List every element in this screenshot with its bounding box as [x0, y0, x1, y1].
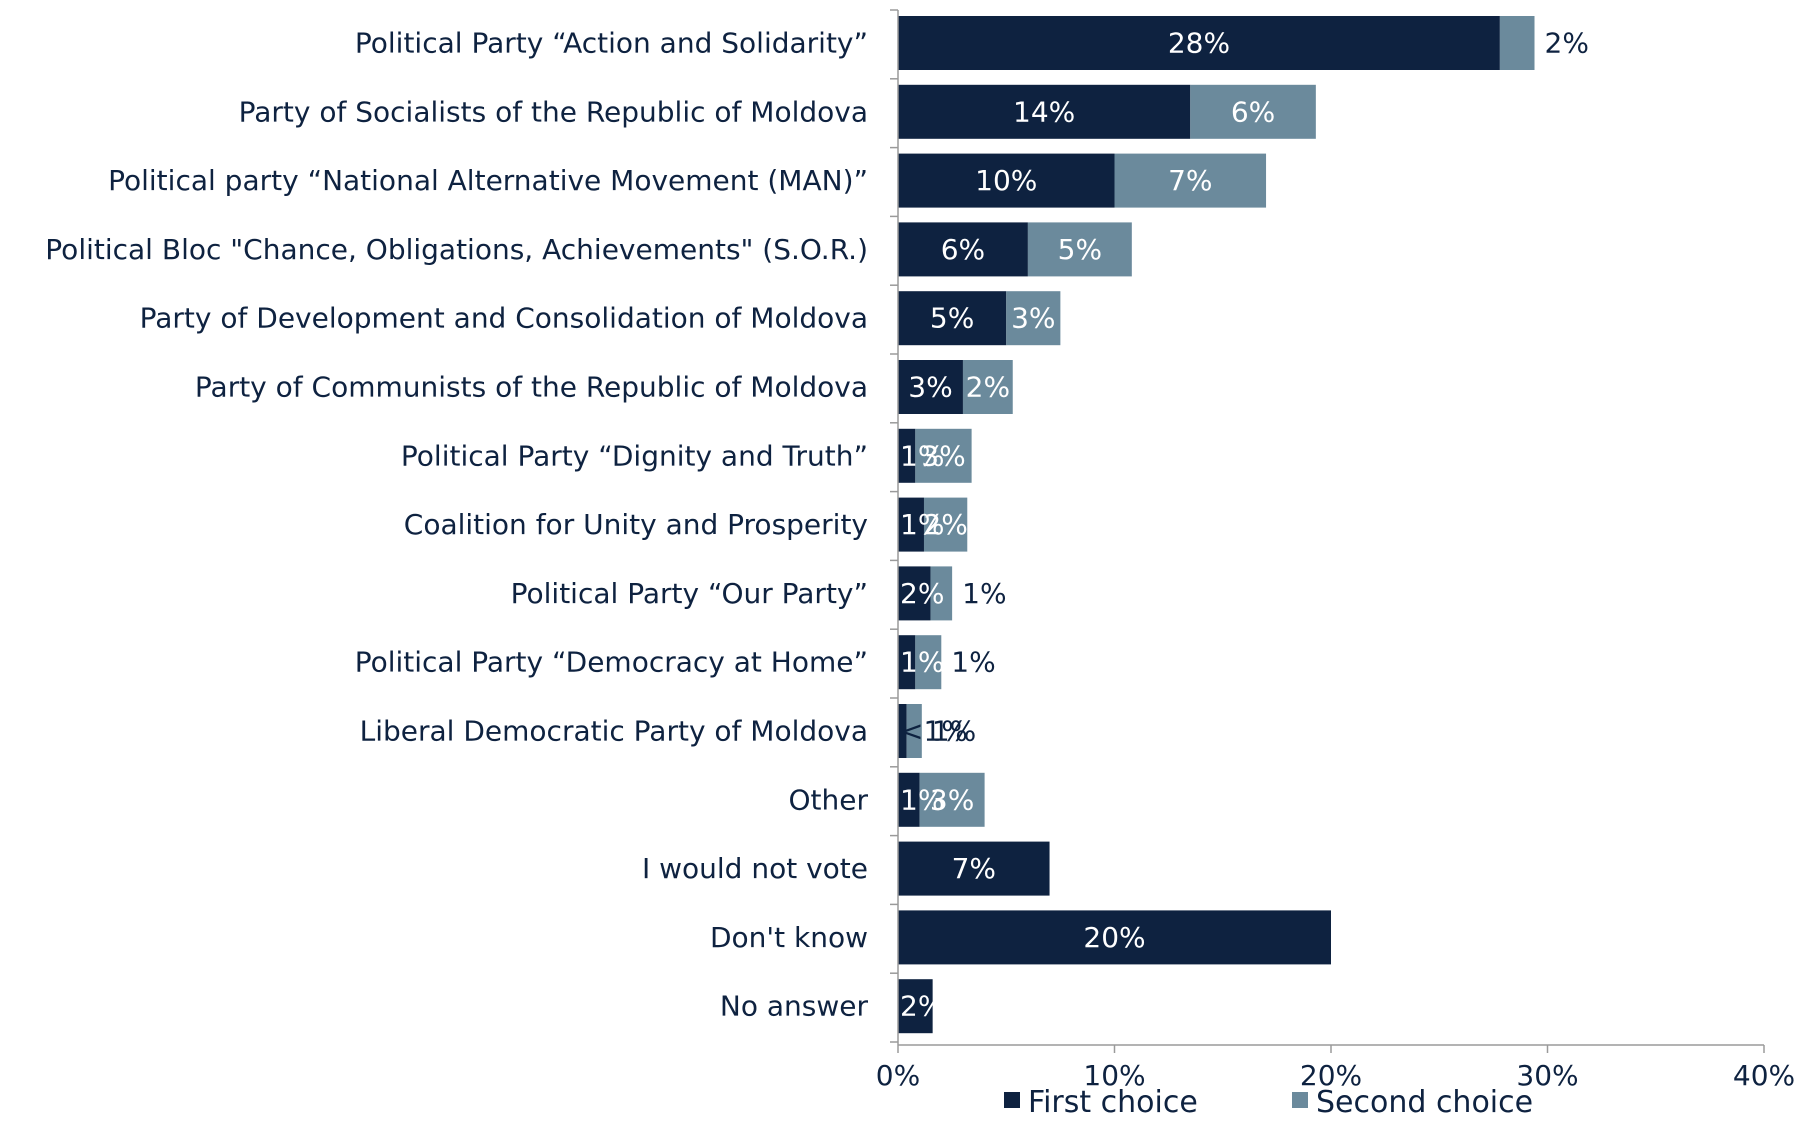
bar-second-choice: [915, 428, 972, 483]
bar-second-choice: [1190, 84, 1316, 139]
category-label: Party of Development and Consolidation o…: [140, 302, 868, 335]
category-label: Liberal Democratic Party of Moldova: [360, 715, 868, 748]
data-label-first-choice: 20%: [1083, 921, 1145, 954]
category-labels: Political Party “Action and Solidarity” P…: [45, 27, 868, 1023]
bar-first-choice: [898, 841, 1050, 896]
bar-first-choice: [898, 428, 916, 483]
legend: First choice Second choice: [1004, 1085, 1533, 1120]
category-label: Other: [788, 783, 868, 816]
category-label: Political Party “Our Party”: [511, 577, 868, 610]
bar-second-choice: [919, 772, 985, 827]
x-axis: 0% 10% 20% 30% 40%: [876, 9, 1794, 1092]
legend-swatch-first-choice: [1004, 1092, 1020, 1108]
data-label-first-choice: 28%: [1168, 27, 1230, 60]
bar-first-choice: [898, 291, 1007, 346]
data-label-second-choice: 3%: [1011, 302, 1055, 335]
data-label-second-choice: 1%: [932, 715, 976, 748]
data-label-first-choice: 1%: [900, 646, 944, 679]
bar-first-choice: [898, 153, 1115, 208]
legend-label-second-choice: Second choice: [1316, 1085, 1533, 1120]
x-tick-label: 10%: [1083, 1059, 1145, 1092]
bar-second-choice: [915, 635, 942, 690]
category-label: Don't know: [710, 921, 868, 954]
data-label-first-choice: 1%: [900, 508, 944, 541]
data-label-first-choice: 2%: [900, 577, 944, 610]
data-label-second-choice: 6%: [1231, 95, 1275, 128]
bar-first-choice: [898, 84, 1191, 139]
bar-second-choice: [1027, 222, 1132, 277]
category-label: Party of Communists of the Republic of M…: [195, 371, 868, 404]
data-label-second-choice: 1%: [951, 646, 995, 679]
bar-first-choice: [898, 497, 924, 552]
data-label-first-choice: 14%: [1013, 95, 1075, 128]
category-label: Political Party “Action and Solidarity”: [355, 27, 868, 60]
category-label: I would not vote: [642, 852, 868, 885]
data-label-second-choice: 2%: [966, 371, 1010, 404]
legend-swatch-second-choice: [1292, 1092, 1308, 1108]
data-label-second-choice: 2%: [923, 508, 967, 541]
data-label-first-choice: 3%: [908, 371, 952, 404]
category-label: Party of Socialists of the Republic of M…: [239, 95, 868, 128]
bar-first-choice: [898, 704, 907, 758]
data-label-first-choice: 5%: [930, 302, 974, 335]
data-label-first-choice: 1%: [900, 783, 944, 816]
bar-first-choice: [898, 772, 920, 827]
bar-first-choice: [898, 635, 916, 690]
bar-second-choice: [1499, 16, 1535, 70]
category-label: Political Party “Dignity and Truth”: [401, 439, 868, 472]
x-tick-label: 40%: [1733, 1059, 1794, 1092]
bar-first-choice: [898, 222, 1028, 277]
data-label-first-choice: <1%: [900, 715, 968, 748]
data-label-second-choice: 3%: [921, 439, 965, 472]
data-label-first-choice: 7%: [952, 852, 996, 885]
x-tick-label: 0%: [876, 1059, 920, 1092]
bar-first-choice: [898, 979, 933, 1034]
data-label-second-choice: 2%: [1545, 27, 1589, 60]
bar-first-choice: [898, 910, 1331, 965]
data-label-first-choice: 2%: [900, 990, 944, 1023]
bar-second-choice: [1006, 291, 1061, 346]
legend-label-first-choice: First choice: [1028, 1085, 1198, 1120]
bar-second-choice: [906, 704, 922, 758]
bar-second-choice: [962, 360, 1013, 414]
x-tick-label: 30%: [1516, 1059, 1578, 1092]
bar-first-choice: [898, 16, 1500, 70]
category-label: Coalition for Unity and Prosperity: [404, 508, 868, 541]
category-label: Political party “National Alternative Mo…: [108, 164, 868, 197]
bar-first-choice: [898, 360, 963, 414]
data-label-first-choice: 1%: [900, 439, 944, 472]
data-label-second-choice: 7%: [1168, 164, 1212, 197]
bar-second-choice: [923, 497, 968, 552]
bars-layer: 28% 2%14% 6%10% 7%6% 5%5% 3%3% 2%1%3%1%2%2% 1%1…: [898, 16, 1589, 1034]
data-label-first-choice: 6%: [941, 233, 985, 266]
data-label-second-choice: 5%: [1058, 233, 1102, 266]
category-label: Political Bloc "Chance, Obligations, Ach…: [45, 233, 868, 266]
category-label: Political Party “Democracy at Home”: [355, 646, 868, 679]
category-label: No answer: [720, 990, 869, 1023]
bar-second-choice: [930, 566, 953, 621]
x-tick-label: 20%: [1300, 1059, 1362, 1092]
bar-second-choice: [1114, 153, 1267, 208]
data-label-first-choice: 10%: [975, 164, 1037, 197]
bar-first-choice: [898, 566, 931, 621]
data-label-second-choice: 1%: [962, 577, 1006, 610]
data-label-second-choice: 3%: [930, 783, 974, 816]
